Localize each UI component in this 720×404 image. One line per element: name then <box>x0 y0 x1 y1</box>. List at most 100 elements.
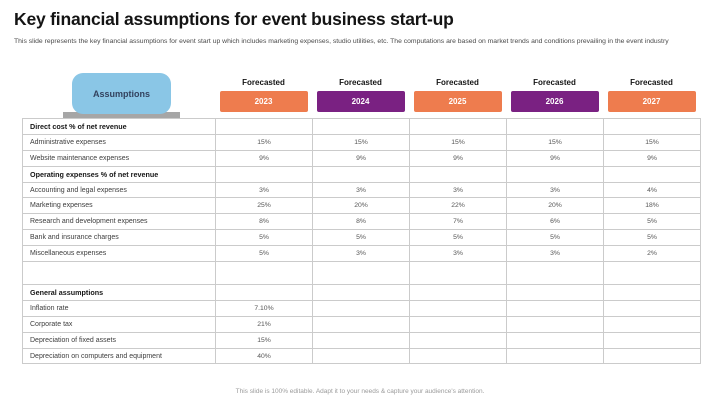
value-cell: 7% <box>409 213 507 231</box>
assumptions-tab-base <box>63 112 180 118</box>
year-badge: 2024 <box>316 91 405 112</box>
value-cell: 15% <box>215 133 313 151</box>
value-cell: 9% <box>603 149 701 167</box>
value-cell <box>506 165 604 183</box>
table-row: Operating expenses % of net revenue <box>22 165 701 183</box>
forecast-label: Forecasted <box>242 78 285 87</box>
table-row: General assumptions <box>22 284 701 301</box>
subtitle: This slide represents the key financial … <box>14 38 669 45</box>
year-header-2026: Forecasted 2026 <box>506 79 603 118</box>
value-cell <box>312 299 410 317</box>
value-cell: 15% <box>506 133 604 151</box>
value-cell <box>506 299 604 317</box>
value-cell <box>409 118 507 135</box>
table-row: Inflation rate 7.10% <box>22 299 701 317</box>
value-cell <box>215 165 313 183</box>
value-cell <box>312 261 410 286</box>
assumptions-tab-body: Assumptions <box>72 73 171 114</box>
year-badge: 2025 <box>413 91 502 112</box>
value-cell: 8% <box>312 213 410 231</box>
year-header-2024: Forecasted 2024 <box>312 79 409 118</box>
value-cell: 5% <box>506 229 604 247</box>
table-row: Corporate tax 21% <box>22 315 701 333</box>
year-headers: Forecasted 2023 Forecasted 2024 Forecasted 20… <box>215 79 700 118</box>
value-cell <box>506 347 604 365</box>
year-header-2027: Forecasted 2027 <box>603 79 700 118</box>
row-label: Administrative expenses <box>22 133 216 151</box>
value-cell: 5% <box>215 245 313 263</box>
value-cell: 25% <box>215 197 313 215</box>
value-cell <box>506 261 604 286</box>
value-cell <box>312 347 410 365</box>
value-cell <box>409 315 507 333</box>
row-label: Inflation rate <box>22 299 216 317</box>
value-cell: 5% <box>215 229 313 247</box>
value-cell <box>603 347 701 365</box>
value-cell: 15% <box>409 133 507 151</box>
table-row: Direct cost % of net revenue <box>22 118 701 135</box>
value-cell: 21% <box>215 315 313 333</box>
value-cell <box>409 347 507 365</box>
value-cell <box>409 331 507 349</box>
value-cell <box>215 261 313 286</box>
row-label: Depreciation on computers and equipment <box>22 347 216 365</box>
value-cell: 5% <box>312 229 410 247</box>
assumptions-table: Direct cost % of net revenue Administrati… <box>22 118 701 365</box>
value-cell: 20% <box>506 197 604 215</box>
value-cell: 3% <box>506 181 604 199</box>
row-label: Depreciation of fixed assets <box>22 331 216 349</box>
page-title: Key financial assumptions for event busi… <box>14 9 454 29</box>
value-cell: 15% <box>603 133 701 151</box>
value-cell <box>312 165 410 183</box>
value-cell <box>215 284 313 301</box>
value-cell: 3% <box>409 181 507 199</box>
table-row: Marketing expenses 25% 20% 22% 20% 18% <box>22 197 701 215</box>
row-label: Direct cost % of net revenue <box>22 118 216 135</box>
value-cell <box>506 315 604 333</box>
value-cell <box>603 315 701 333</box>
value-cell <box>409 261 507 286</box>
value-cell <box>506 284 604 301</box>
table-row: Website maintenance expenses 9% 9% 9% 9% 9% <box>22 149 701 167</box>
forecast-label: Forecasted <box>630 78 673 87</box>
table-row <box>22 261 701 286</box>
value-cell: 3% <box>312 245 410 263</box>
row-label: General assumptions <box>22 284 216 301</box>
value-cell: 4% <box>603 181 701 199</box>
value-cell <box>312 331 410 349</box>
row-label: Research and development expenses <box>22 213 216 231</box>
value-cell: 22% <box>409 197 507 215</box>
table-row: Administrative expenses 15% 15% 15% 15% 15% <box>22 133 701 151</box>
table-row: Miscellaneous expenses 5% 3% 3% 3% 2% <box>22 245 701 263</box>
row-label: Website maintenance expenses <box>22 149 216 167</box>
value-cell: 2% <box>603 245 701 263</box>
value-cell: 9% <box>215 149 313 167</box>
table-row: Depreciation on computers and equipment 4… <box>22 347 701 365</box>
value-cell: 3% <box>506 245 604 263</box>
value-cell: 5% <box>603 229 701 247</box>
value-cell <box>603 299 701 317</box>
row-label: Operating expenses % of net revenue <box>22 165 216 183</box>
footer-note: This slide is 100% editable. Adapt it to… <box>235 388 485 395</box>
value-cell: 5% <box>409 229 507 247</box>
table-row: Bank and insurance charges 5% 5% 5% 5% 5% <box>22 229 701 247</box>
value-cell: 3% <box>409 245 507 263</box>
value-cell: 9% <box>312 149 410 167</box>
row-label <box>22 261 216 286</box>
value-cell: 15% <box>215 331 313 349</box>
assumptions-label: Assumptions <box>92 88 150 99</box>
table-row: Research and development expenses 8% 8% 7% 6… <box>22 213 701 231</box>
year-header-2023: Forecasted 2023 <box>215 79 312 118</box>
row-label: Bank and insurance charges <box>22 229 216 247</box>
value-cell: 5% <box>603 213 701 231</box>
value-cell <box>312 284 410 301</box>
row-label: Accounting and legal expenses <box>22 181 216 199</box>
forecast-label: Forecasted <box>436 78 479 87</box>
value-cell <box>409 165 507 183</box>
table-row: Accounting and legal expenses 3% 3% 3% 3% 4% <box>22 181 701 199</box>
value-cell <box>603 165 701 183</box>
value-cell: 9% <box>409 149 507 167</box>
value-cell <box>603 261 701 286</box>
value-cell <box>506 331 604 349</box>
